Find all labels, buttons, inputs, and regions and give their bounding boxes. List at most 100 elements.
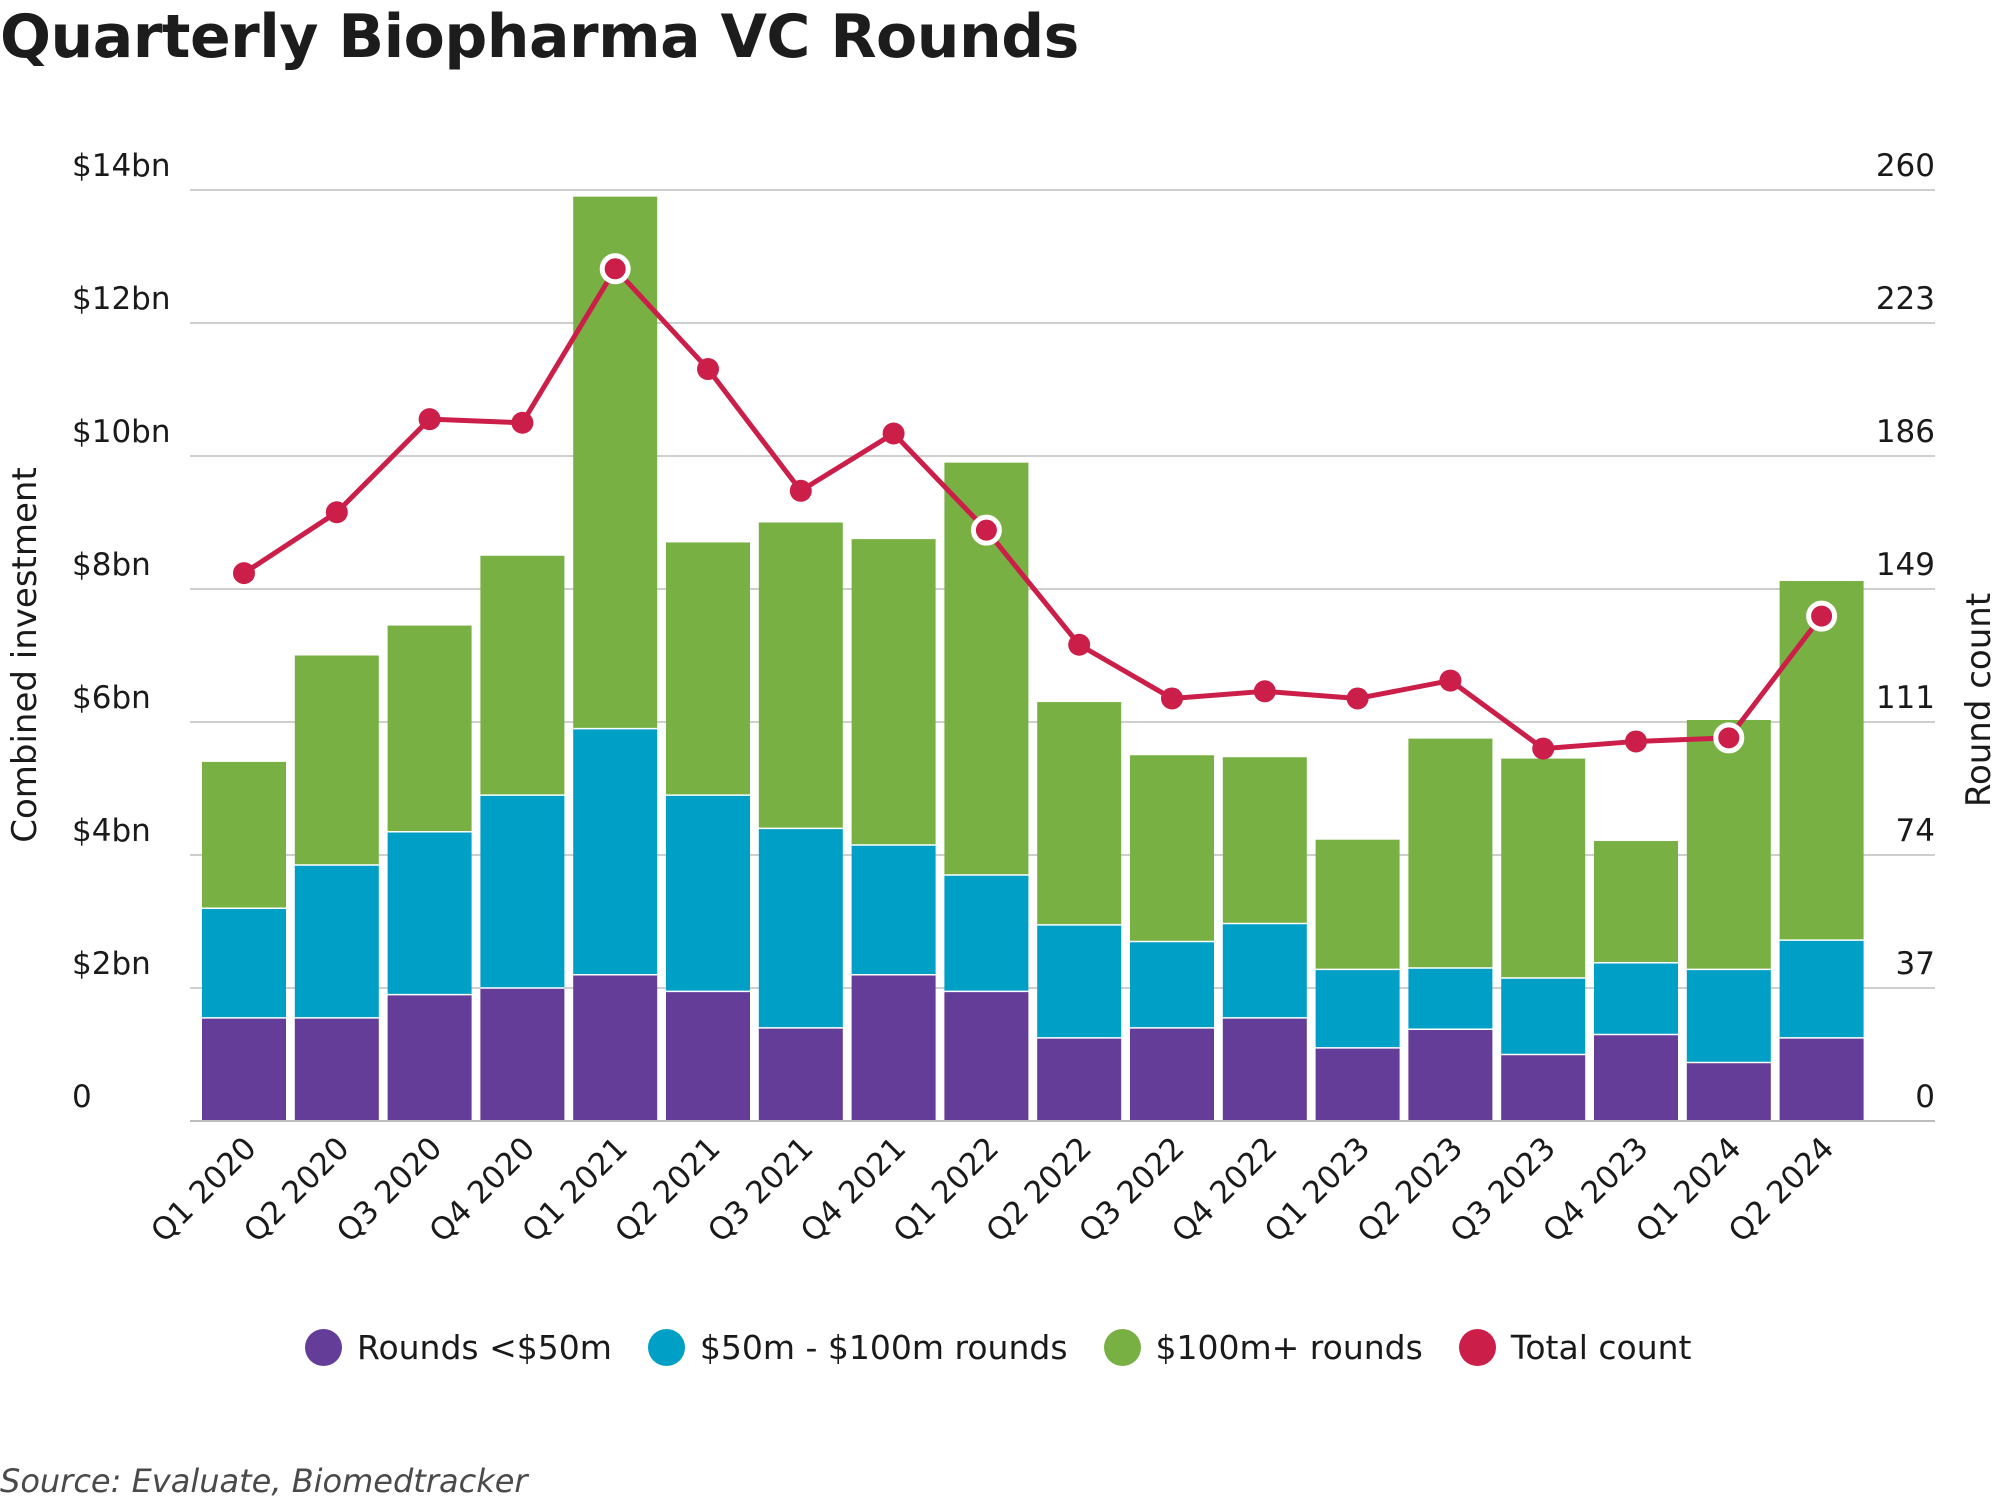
bar-segment bbox=[1594, 841, 1678, 963]
bar-segment bbox=[666, 542, 750, 796]
bar-segment bbox=[758, 522, 843, 829]
bar-segment bbox=[1222, 923, 1307, 1018]
bar-stacks bbox=[202, 196, 1864, 1121]
total-count-point bbox=[697, 358, 719, 381]
total-count-point bbox=[1439, 669, 1462, 692]
bar-segment bbox=[944, 874, 1029, 992]
bar-segment bbox=[202, 908, 286, 1018]
y-tick-label: $2bn bbox=[72, 946, 151, 982]
total-count-point bbox=[1161, 687, 1183, 710]
total-count-point bbox=[1068, 633, 1091, 656]
total-count-point bbox=[233, 562, 255, 585]
bar-segment bbox=[294, 655, 379, 865]
total-count-polyline bbox=[242, 266, 1824, 752]
bar-segment bbox=[758, 1027, 843, 1121]
bar-segment bbox=[202, 1017, 286, 1121]
legend-swatch bbox=[1103, 1328, 1141, 1366]
bar-segment bbox=[1686, 1062, 1771, 1121]
bar-segment bbox=[387, 625, 472, 832]
bar-segment bbox=[1315, 839, 1400, 970]
bar-segment bbox=[1130, 941, 1214, 1028]
y2-tick-label: 186 bbox=[1876, 414, 1935, 450]
bar-segment bbox=[1594, 962, 1678, 1035]
legend-swatch bbox=[1458, 1328, 1496, 1366]
y-tick-label: $14bn bbox=[72, 148, 171, 184]
total-count-point bbox=[1253, 680, 1276, 703]
bar-segment bbox=[1779, 940, 1864, 1038]
bar-segment bbox=[1408, 1029, 1493, 1121]
bar-segment bbox=[294, 1017, 379, 1121]
y2-tick-label: 260 bbox=[1876, 148, 1935, 184]
total-count-point bbox=[511, 411, 534, 434]
y-tick-label: $10bn bbox=[72, 414, 171, 450]
legend-item-rounds-lt-50m[interactable]: Rounds <$50m bbox=[305, 1328, 612, 1367]
legend-item-total-count[interactable]: Total count bbox=[1458, 1327, 1692, 1367]
bar-segment bbox=[1594, 1034, 1678, 1121]
source-note: Source: Evaluate, Biomedtracker bbox=[0, 1462, 528, 1500]
bar-segment bbox=[851, 845, 936, 975]
legend-swatch bbox=[305, 1328, 342, 1366]
bar-segment bbox=[1222, 757, 1307, 924]
bar-segment bbox=[480, 795, 565, 988]
bar-segment bbox=[1037, 702, 1122, 925]
bar-segment bbox=[1130, 755, 1214, 942]
chart-title: Quarterly Biopharma VC Rounds bbox=[0, 2, 1079, 72]
bar-segment bbox=[387, 831, 472, 995]
bar-segment bbox=[573, 196, 658, 729]
bar-segment bbox=[1222, 1017, 1307, 1121]
bar-segment bbox=[1501, 978, 1586, 1055]
total-count-point bbox=[1532, 737, 1555, 760]
total-count-point bbox=[789, 479, 812, 502]
total-count-point-highlight bbox=[599, 253, 631, 285]
bar-segment bbox=[1408, 738, 1493, 969]
y-tick-label: $8bn bbox=[72, 547, 151, 583]
bar-segment bbox=[1408, 968, 1493, 1030]
bar-segment bbox=[387, 994, 472, 1121]
bar-segment bbox=[480, 988, 565, 1121]
total-count-point bbox=[418, 408, 441, 431]
bar-segment bbox=[851, 539, 936, 846]
bar-segment bbox=[666, 991, 750, 1121]
legend-swatch bbox=[647, 1328, 685, 1366]
bar-segment bbox=[1315, 969, 1400, 1048]
y2-tick-label: 74 bbox=[1896, 813, 1935, 849]
legend-label: $50m - $100m rounds bbox=[699, 1327, 1068, 1367]
legend-item-rounds-100m-plus[interactable]: $100m+ rounds bbox=[1103, 1327, 1423, 1367]
bar-segment bbox=[1315, 1047, 1400, 1121]
legend-label: $100m+ rounds bbox=[1155, 1327, 1423, 1367]
total-count-point-highlight bbox=[970, 514, 1002, 546]
y-tick-label: $6bn bbox=[72, 680, 151, 716]
y-axis-title: Combined investment bbox=[5, 467, 45, 843]
bar-segment bbox=[1501, 1054, 1586, 1121]
bar-segment bbox=[573, 728, 658, 975]
bar-segment bbox=[1779, 581, 1864, 941]
bar-segment bbox=[573, 974, 658, 1121]
y-tick-label: $12bn bbox=[72, 281, 171, 317]
y-tick-label: 0 bbox=[72, 1079, 92, 1115]
total-count-point-highlight bbox=[1713, 722, 1745, 754]
legend-label: Total count bbox=[1510, 1327, 1692, 1367]
y-tick-label: $4bn bbox=[72, 813, 151, 849]
total-count-point bbox=[325, 501, 348, 524]
bar-segment bbox=[202, 761, 286, 909]
bar-segment bbox=[666, 795, 750, 992]
total-count-point bbox=[1625, 730, 1647, 753]
bar-segment bbox=[480, 555, 565, 796]
bar-segment bbox=[1037, 924, 1122, 1038]
bar-segment bbox=[1686, 969, 1771, 1063]
bar-segment bbox=[851, 974, 936, 1121]
bar-segment bbox=[944, 991, 1029, 1121]
bar-segment bbox=[1130, 1027, 1214, 1121]
y2-tick-label: 37 bbox=[1896, 946, 1935, 982]
y2-tick-label: 111 bbox=[1876, 680, 1935, 716]
bar-segment bbox=[294, 864, 379, 1018]
bar-segment bbox=[758, 828, 843, 1028]
total-count-point bbox=[1346, 687, 1369, 710]
total-count-point bbox=[882, 422, 905, 445]
y2-tick-label: 223 bbox=[1876, 281, 1935, 317]
y2-tick-label: 149 bbox=[1876, 547, 1935, 583]
legend-item-rounds-50-100m[interactable]: $50m - $100m rounds bbox=[647, 1327, 1068, 1367]
bar-segment bbox=[1779, 1037, 1864, 1121]
y2-tick-label: 0 bbox=[1915, 1079, 1935, 1115]
